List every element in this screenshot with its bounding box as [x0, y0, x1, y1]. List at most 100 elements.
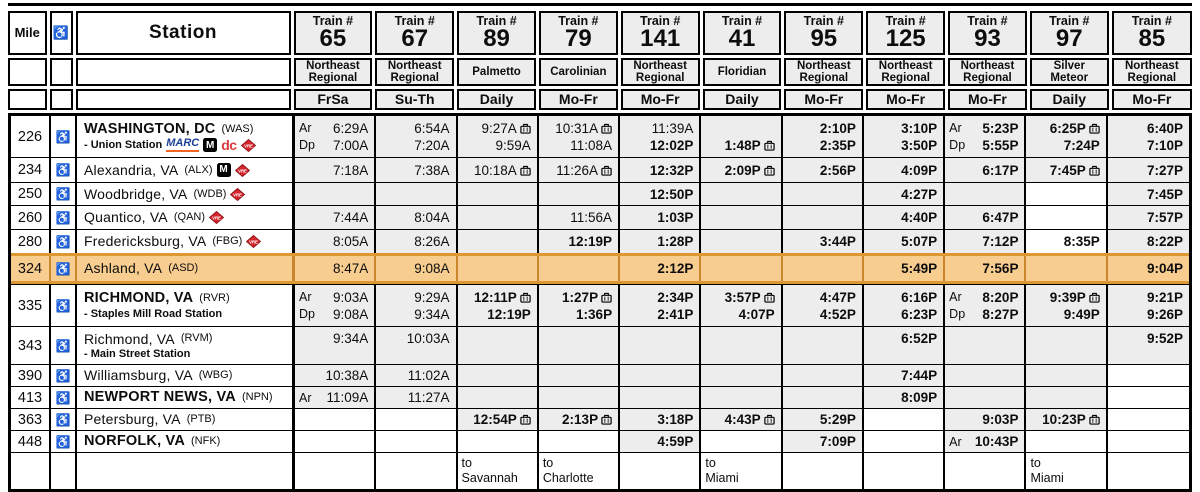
time-cell	[945, 183, 1027, 205]
time-cell: 2:10P 2:35P	[782, 116, 864, 157]
time-line: 7:12P	[945, 233, 1024, 250]
time-line: 11:56A	[539, 209, 618, 226]
time-cell	[620, 365, 702, 386]
wheelchair-icon: ♿	[55, 434, 71, 449]
time-line: 12:32P	[620, 162, 699, 179]
time-value: 2:35P	[819, 137, 856, 153]
time-cell: 4:59P	[620, 431, 702, 452]
station-cell: RICHMOND, VA (RVR) - Staples Mill Road Sta…	[77, 285, 295, 326]
time-line: 5:29P	[783, 411, 862, 428]
service-name-cell: Northeast Regional	[866, 58, 946, 86]
mile-header	[8, 58, 47, 86]
time-value: 10:03A	[406, 331, 450, 346]
wheelchair-icon: ♿	[55, 390, 71, 405]
time-line: 11:39A	[620, 120, 699, 137]
time-value: 6:16P	[901, 289, 938, 305]
station-name-line: Alexandria, VA (ALX) M VRE	[84, 162, 292, 178]
time-cell: 6:47P	[945, 206, 1027, 229]
time-value: 7:00A	[332, 137, 369, 153]
time-line: 9:03P	[945, 411, 1024, 428]
time-value: 2:13P	[562, 412, 599, 427]
time-line: 3:18P	[620, 411, 699, 428]
time-cell: 3:10P 3:50P	[863, 116, 946, 157]
time-value: 6:23P	[901, 306, 938, 322]
destination-note-line: to	[1030, 456, 1041, 470]
timetable-sheet: Mile ♿ Station Train #65 Train #67 Train #89 T…	[8, 0, 1192, 492]
time-value: 3:50P	[901, 137, 938, 153]
time-value: 9:34A	[332, 331, 369, 346]
time-value: 9:08A	[414, 261, 450, 276]
time-line: 8:05A	[295, 233, 374, 250]
time-cell	[1026, 431, 1108, 452]
time-cell: 2:56P	[782, 158, 864, 182]
accessibility-cell: ♿	[51, 365, 77, 386]
time-value: 4:43P	[724, 412, 761, 427]
wheelchair-icon: ♿	[55, 368, 71, 383]
time-value: 1:36P	[576, 306, 613, 322]
destination-note-cell: to Miami	[1026, 453, 1108, 489]
service-name-cell: Northeast Regional	[293, 58, 373, 86]
train-number: 97	[1055, 24, 1083, 52]
time-cell: 9:21P 9:26P	[1107, 285, 1189, 326]
train-hash-label: Train #	[1049, 13, 1090, 28]
destination-note-line: Miami	[1030, 471, 1064, 485]
time-cell: 8:22P	[1107, 230, 1189, 253]
time-value: 9:59A	[495, 137, 531, 153]
time-line: 2:13P	[539, 411, 618, 428]
time-cell	[457, 206, 539, 229]
time-value: 11:26A	[556, 162, 599, 178]
time-cell: 8:35P	[1026, 230, 1108, 253]
time-line: 2:41P	[620, 306, 699, 323]
time-line: 8:09P	[864, 389, 943, 406]
time-value: 2:56P	[819, 162, 856, 178]
time-value: 8:05A	[332, 234, 369, 249]
service-name: Northeast Regional	[1124, 59, 1179, 84]
station-code: (QAN)	[173, 211, 206, 224]
station-code: (WAS)	[221, 122, 254, 135]
days-cell: Mo-Fr	[784, 89, 864, 110]
station-cell: Richmond, VA (RVM) - Main Street Station	[77, 327, 295, 364]
train-number-cell-89: Train #89	[457, 11, 536, 55]
time-value: 1:28P	[657, 234, 694, 249]
time-cell: 11:27A	[376, 387, 458, 408]
accessibility-cell: ♿	[51, 116, 77, 157]
train-hash-label: Train #	[967, 13, 1008, 28]
time-cell	[1107, 409, 1189, 430]
baggage-icon	[1089, 292, 1100, 303]
train-hash-label: Train #	[721, 13, 763, 28]
time-value: 9:08A	[332, 306, 369, 322]
time-line: 9:08A	[376, 260, 455, 277]
time-cell	[1107, 387, 1189, 408]
train-number: 93	[974, 24, 1001, 52]
time-line: 12:19P	[539, 233, 618, 250]
time-cell: 7:44A	[295, 206, 377, 229]
time-value: 6:17P	[982, 162, 1019, 178]
time-cell	[376, 431, 458, 452]
time-value: 9:39P	[1049, 289, 1086, 305]
time-cell: 12:50P	[620, 183, 702, 205]
time-line: 1:03P	[620, 209, 699, 226]
time-cell: 4:43P	[701, 409, 783, 430]
time-cell: Ar 8:20P Dp 8:27P	[945, 285, 1027, 326]
time-cell	[538, 387, 621, 408]
wheelchair-icon: ♿	[55, 412, 71, 427]
mile-cell: 234	[11, 158, 51, 182]
train-number-cell-65: Train #65	[293, 11, 373, 55]
time-cell: 12:11P 12:19P	[457, 285, 539, 326]
service-name: Northeast Regional	[387, 59, 442, 84]
station-code: (PTB)	[186, 413, 216, 426]
time-value: 7:20A	[414, 137, 450, 153]
baggage-icon	[1089, 165, 1100, 176]
train-number: 41	[728, 24, 756, 52]
time-line: 7:09P	[783, 433, 862, 450]
vre-logo-icon: VRE	[246, 235, 262, 248]
time-value: 6:40P	[1146, 120, 1183, 136]
train-hash-label: Train #	[1131, 13, 1172, 28]
time-cell	[295, 453, 377, 489]
time-cell	[457, 256, 539, 281]
time-cell: 7:38A	[376, 158, 458, 182]
time-value: 2:34P	[657, 289, 694, 305]
time-line: 9:29A	[376, 289, 455, 306]
time-line: 6:40P	[1108, 120, 1189, 137]
time-line: 4:40P	[864, 209, 943, 226]
